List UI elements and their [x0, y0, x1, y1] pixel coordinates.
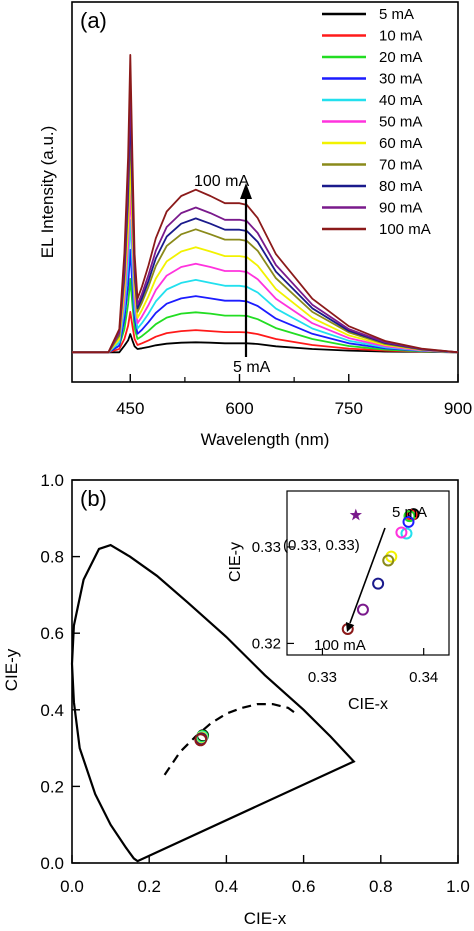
x-tick-label: 0.4	[215, 877, 239, 896]
inset-cie-point	[372, 577, 385, 590]
panel-b: (b) 0.0 0.2 0.4 0.6 0.8 1.0 0.0 0.2 0.4 0.6 0.8 1.0…	[2, 471, 470, 928]
spectrum-line-5	[72, 189, 459, 354]
inset-ticks: 0.33 0.34 0.32 0.33	[252, 539, 438, 686]
inset-x-tick-label: 0.33	[308, 669, 337, 686]
y-tick-label: 0.6	[40, 624, 64, 643]
y-tick-label: 0.4	[40, 701, 64, 720]
legend-label: 50 mA	[379, 114, 422, 131]
cie-point	[194, 733, 207, 747]
planckian-locus	[163, 703, 297, 776]
spectrum-line-10	[72, 54, 459, 354]
x-tick-label: 0.6	[292, 877, 316, 896]
panel-b-points	[194, 729, 210, 747]
spectrum-line-3	[72, 248, 459, 354]
panel-a-frame	[71, 1, 459, 383]
panel-a-y-axis-label: EL Intensity (a.u.)	[38, 126, 57, 259]
inset-arrow-head	[345, 622, 355, 632]
panel-b-ticks: 0.0 0.2 0.4 0.6 0.8 1.0 0.0 0.2 0.4 0.6 0.8 1.0	[40, 471, 469, 896]
panel-a-x-ticks: 450 600 750 900	[116, 374, 472, 418]
inset-arrow-shaft	[349, 527, 386, 624]
y-tick-label: 0.0	[40, 854, 64, 873]
inset-cie-point	[356, 603, 369, 616]
y-tick-label: 0.8	[40, 548, 64, 567]
inset-cie-point	[402, 515, 415, 528]
reference-point-label: (0.33, 0.33)	[283, 537, 360, 554]
legend-label: 90 mA	[379, 200, 422, 217]
spectrum-line-4	[72, 219, 459, 354]
reference-star-icon	[349, 508, 362, 521]
y-tick-label: 0.2	[40, 777, 64, 796]
panel-a-legend: 5 mA 10 mA 20 mA 30 mA 40 mA 50 mA 60 mA 70 mA 8…	[322, 6, 431, 238]
legend-label: 5 mA	[379, 6, 414, 23]
x-tick-label: 600	[225, 399, 253, 418]
arrow-top-label: 100 mA	[194, 173, 249, 190]
inset-x-axis-label: CIE-x	[348, 696, 388, 713]
legend-label: 40 mA	[379, 92, 422, 109]
legend-label: 100 mA	[379, 221, 431, 238]
x-tick-label: 450	[116, 399, 144, 418]
x-tick-label: 750	[335, 399, 363, 418]
panel-a-label: (a)	[80, 8, 107, 33]
x-tick-label: 0.2	[137, 877, 161, 896]
inset-arrow-top-label: 5 mA	[392, 504, 427, 521]
inset-points	[341, 508, 420, 635]
legend-label: 80 mA	[379, 178, 422, 195]
x-tick-label: 1.0	[446, 877, 470, 896]
legend-label: 30 mA	[379, 71, 422, 88]
panel-a-series	[72, 54, 459, 354]
arrow-bottom-label: 5 mA	[233, 359, 271, 376]
inset-y-tick-label: 0.32	[252, 635, 281, 652]
spectrum-line-0	[72, 333, 459, 354]
x-tick-label: 0.8	[369, 877, 393, 896]
panel-a-x-axis-label: Wavelength (nm)	[201, 430, 330, 449]
panel-a: (a) 450 600 750 900 5 mA 10 mA 20 mA 30 mA 40 m…	[38, 1, 472, 449]
spectral-locus	[70, 543, 356, 863]
inset-cie-point	[382, 554, 395, 567]
inset-y-axis-label: CIE-y	[227, 542, 244, 582]
current-arrow-head	[240, 183, 252, 199]
panel-b-y-axis-label: CIE-y	[2, 648, 21, 691]
inset-arrow-bottom-label: 100 mA	[314, 637, 366, 654]
legend-label: 70 mA	[379, 157, 422, 174]
x-tick-label: 0.0	[60, 877, 84, 896]
inset-cie-point	[400, 527, 413, 540]
y-tick-label: 1.0	[40, 471, 64, 490]
inset-x-tick-label: 0.34	[409, 669, 438, 686]
spectrum-line-2	[72, 278, 459, 354]
inset-y-tick-label: 0.33	[252, 539, 281, 556]
panel-b-x-axis-label: CIE-x	[244, 909, 287, 928]
legend-label: 60 mA	[379, 135, 422, 152]
x-tick-label: 900	[444, 399, 472, 418]
panel-b-label: (b)	[80, 486, 107, 511]
inset-cie-point	[403, 510, 416, 523]
legend-label: 10 mA	[379, 28, 422, 45]
inset-cie-point	[395, 526, 408, 539]
legend-label: 20 mA	[379, 49, 422, 66]
spectrum-line-1	[72, 311, 459, 354]
cie-inset: 0.33 0.34 0.32 0.33 (0.33, 0.33) 5 mA 100 m…	[227, 490, 450, 713]
